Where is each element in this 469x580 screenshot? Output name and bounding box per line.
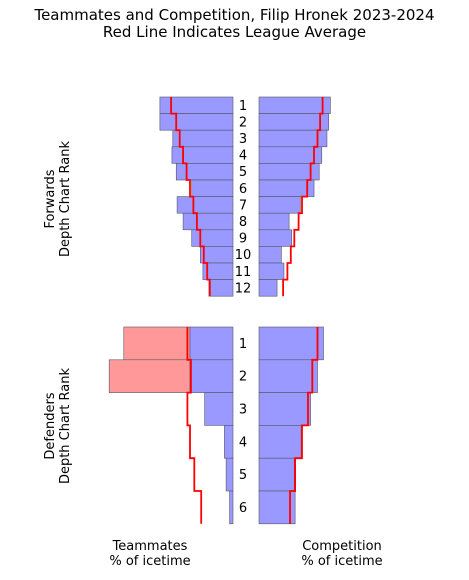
forwards-teammates-bar-6: [191, 179, 234, 197]
forwards-competition-bar-8: [258, 212, 290, 231]
forwards-teammates-bar-7: [176, 196, 234, 214]
defenders-y-axis-label-line2: Depth Chart Rank: [58, 367, 73, 485]
defenders-rank-label-1: 1: [239, 337, 247, 352]
forwards-competition-bar-2: [258, 113, 329, 131]
chart-title-block: Teammates and Competition, Filip Hronek …: [0, 7, 469, 41]
forwards-competition-bar-1: [258, 96, 331, 114]
forwards-teammates-bar-12: [208, 279, 234, 297]
defenders-rank-label-3: 3: [239, 403, 247, 418]
defenders-teammates-bar-overflow-2: [108, 359, 191, 393]
forwards-rank-label-4: 4: [239, 149, 247, 164]
forwards-competition-bar-9: [258, 229, 292, 247]
defenders-teammates-bar-1: [189, 326, 234, 361]
defenders-rank-label-4: 4: [239, 435, 247, 450]
chart-title: Teammates and Competition, Filip Hronek …: [34, 6, 435, 24]
teammates-x-axis-label-line2: % of icetime: [109, 554, 191, 569]
forwards-rank-label-1: 1: [239, 99, 247, 114]
defenders-competition-bar-5: [258, 457, 295, 492]
defenders-rank-label-5: 5: [239, 468, 247, 483]
defenders-teammates-bar-6: [229, 490, 234, 525]
forwards-rank-label-5: 5: [239, 165, 247, 180]
forwards-rank-label-9: 9: [239, 232, 247, 247]
competition-x-axis-label-line1: Competition: [302, 539, 382, 554]
forwards-teammates-bar-8: [182, 212, 234, 231]
defenders-teammates-league-average-line: [186, 327, 203, 524]
defenders-competition-bar-3: [258, 392, 311, 426]
defenders-y-axis-label-line1: Defenders: [43, 392, 58, 460]
defenders-competition-league-average-line: [289, 327, 319, 524]
forwards-rank-label-2: 2: [239, 115, 247, 130]
forwards-rank-label-11: 11: [235, 265, 252, 280]
competition-x-axis-label-line2: % of icetime: [301, 554, 383, 569]
forwards-rank-label-3: 3: [239, 132, 247, 147]
forwards-competition-bar-4: [258, 146, 323, 164]
forwards-rank-label-7: 7: [239, 198, 247, 213]
teammates-x-axis-label-line1: Teammates: [112, 539, 188, 554]
forwards-teammates-bar-9: [191, 229, 234, 247]
competition-x-axis-label: Competition % of icetime: [272, 539, 412, 569]
forwards-competition-league-average-line: [282, 97, 324, 297]
forwards-y-axis-label: Forwards Depth Chart Rank: [43, 114, 75, 284]
defenders-teammates-bar-4: [224, 425, 234, 459]
defenders-teammates-bar-3: [204, 392, 234, 426]
forwards-teammates-bar-4: [171, 146, 234, 164]
forwards-teammates-bar-3: [172, 129, 234, 148]
forwards-competition-bar-12: [258, 279, 278, 297]
forwards-rank-label-6: 6: [239, 182, 247, 197]
defenders-competition-bar-1: [258, 326, 324, 361]
defenders-competition-bar-4: [258, 425, 302, 459]
teammates-x-axis-label: Teammates % of icetime: [80, 539, 220, 569]
defenders-teammates-bar-5: [225, 457, 234, 492]
forwards-rank-label-8: 8: [239, 215, 247, 230]
forwards-teammates-bar-5: [175, 163, 234, 181]
forwards-teammates-league-average-line: [170, 97, 211, 297]
forwards-competition-bar-7: [258, 196, 301, 214]
defenders-rank-label-2: 2: [239, 370, 247, 385]
forwards-teammates-bar-10: [200, 246, 234, 264]
forwards-y-axis-label-line1: Forwards: [43, 169, 58, 229]
defenders-teammates-bar-2: [189, 359, 234, 393]
forwards-competition-bar-11: [258, 262, 285, 280]
defenders-rank-label-6: 6: [239, 501, 247, 516]
forwards-teammates-bar-2: [159, 113, 234, 131]
forwards-rank-label-10: 10: [235, 248, 252, 263]
defenders-teammates-bar-overflow-1: [123, 326, 191, 361]
forwards-y-axis-label-line2: Depth Chart Rank: [58, 140, 73, 258]
forwards-competition-bar-10: [258, 246, 282, 264]
forwards-rank-label-12: 12: [235, 281, 252, 296]
defenders-y-axis-label: Defenders Depth Chart Rank: [43, 341, 75, 511]
forwards-competition-bar-6: [258, 179, 315, 197]
defenders-competition-bar-2: [258, 359, 318, 393]
chart-subtitle: Red Line Indicates League Average: [102, 23, 367, 41]
